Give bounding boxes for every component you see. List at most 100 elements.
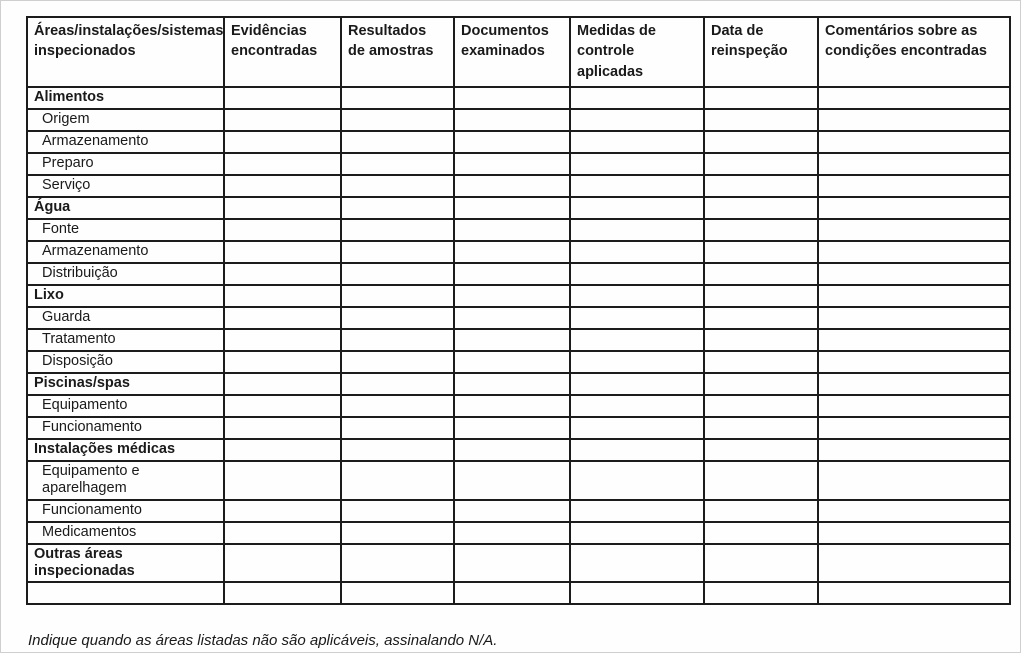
empty-form-cell xyxy=(817,327,1011,352)
column-header: Áreas/instalações/sistemas inspecionados xyxy=(26,16,225,88)
empty-form-cell xyxy=(817,261,1011,286)
item-row-label: Funcionamento xyxy=(26,415,225,440)
empty-form-cell xyxy=(453,459,571,501)
table-row: Alimentos xyxy=(26,85,1011,110)
empty-form-cell xyxy=(340,415,455,440)
table-row: Funcionamento xyxy=(26,415,1011,440)
item-row-label: Armazenamento xyxy=(26,129,225,154)
empty-form-cell xyxy=(569,217,705,242)
empty-form-cell xyxy=(340,520,455,545)
empty-form-cell xyxy=(340,349,455,374)
empty-form-cell xyxy=(817,520,1011,545)
empty-form-cell xyxy=(223,393,342,418)
na-instruction-footnote: Indique quando as áreas listadas não são… xyxy=(28,632,498,649)
table-row xyxy=(26,581,1011,606)
empty-form-cell xyxy=(223,129,342,154)
empty-form-cell xyxy=(223,327,342,352)
empty-form-cell xyxy=(340,459,455,501)
empty-form-cell xyxy=(453,437,571,462)
empty-form-cell xyxy=(703,393,819,418)
table-header: Áreas/instalações/sistemas inspecionados… xyxy=(26,16,1011,88)
empty-form-cell xyxy=(569,195,705,220)
empty-form-cell xyxy=(569,283,705,308)
empty-form-cell xyxy=(453,129,571,154)
empty-form-cell xyxy=(569,151,705,176)
table-row: Preparo xyxy=(26,151,1011,176)
empty-form-cell xyxy=(453,371,571,396)
empty-form-cell xyxy=(569,371,705,396)
empty-form-cell xyxy=(223,107,342,132)
empty-form-cell xyxy=(817,151,1011,176)
table-row: Outras áreas inspecionadas xyxy=(26,542,1011,584)
section-row-label: Outras áreas inspecionadas xyxy=(26,542,225,584)
empty-form-cell xyxy=(703,239,819,264)
empty-form-cell xyxy=(569,239,705,264)
empty-form-cell xyxy=(223,195,342,220)
table-row: Funcionamento xyxy=(26,498,1011,523)
table-row: Medicamentos xyxy=(26,520,1011,545)
table-row: Origem xyxy=(26,107,1011,132)
table-row: Fonte xyxy=(26,217,1011,242)
empty-form-cell xyxy=(703,151,819,176)
empty-form-cell xyxy=(223,173,342,198)
section-row-label: Instalações médicas xyxy=(26,437,225,462)
column-header: Medidas de controle aplicadas xyxy=(569,16,705,88)
empty-form-cell xyxy=(817,195,1011,220)
empty-form-cell xyxy=(340,283,455,308)
empty-form-cell xyxy=(817,415,1011,440)
item-row-label: Preparo xyxy=(26,151,225,176)
empty-form-cell xyxy=(703,85,819,110)
column-header: Resultados de amostras xyxy=(340,16,455,88)
empty-form-cell xyxy=(223,437,342,462)
empty-form-cell xyxy=(817,305,1011,330)
table-row: Equipamento e aparelhagem xyxy=(26,459,1011,501)
item-row-label: Funcionamento xyxy=(26,498,225,523)
empty-form-cell xyxy=(569,349,705,374)
empty-form-cell xyxy=(569,327,705,352)
empty-form-cell xyxy=(703,520,819,545)
empty-form-cell xyxy=(453,498,571,523)
empty-form-cell xyxy=(817,349,1011,374)
empty-form-cell xyxy=(569,498,705,523)
item-row-label: Origem xyxy=(26,107,225,132)
empty-form-cell xyxy=(703,459,819,501)
empty-form-cell xyxy=(703,107,819,132)
empty-form-cell xyxy=(340,498,455,523)
empty-form-cell xyxy=(223,261,342,286)
empty-form-cell xyxy=(703,581,819,606)
item-row-label: Tratamento xyxy=(26,327,225,352)
item-row-label: Equipamento e aparelhagem xyxy=(26,459,225,501)
item-row-label xyxy=(26,581,225,606)
empty-form-cell xyxy=(223,371,342,396)
empty-form-cell xyxy=(569,415,705,440)
empty-form-cell xyxy=(223,498,342,523)
item-row-label: Guarda xyxy=(26,305,225,330)
empty-form-cell xyxy=(340,239,455,264)
empty-form-cell xyxy=(453,173,571,198)
empty-form-cell xyxy=(340,217,455,242)
empty-form-cell xyxy=(703,349,819,374)
empty-form-cell xyxy=(453,349,571,374)
empty-form-cell xyxy=(453,283,571,308)
empty-form-cell xyxy=(817,85,1011,110)
empty-form-cell xyxy=(223,349,342,374)
empty-form-cell xyxy=(340,261,455,286)
empty-form-cell xyxy=(340,581,455,606)
table-row: Armazenamento xyxy=(26,129,1011,154)
section-row-label: Água xyxy=(26,195,225,220)
empty-form-cell xyxy=(453,239,571,264)
table-row: Equipamento xyxy=(26,393,1011,418)
table-row: Lixo xyxy=(26,283,1011,308)
empty-form-cell xyxy=(223,581,342,606)
empty-form-cell xyxy=(817,459,1011,501)
empty-form-cell xyxy=(703,195,819,220)
empty-form-cell xyxy=(569,520,705,545)
empty-form-cell xyxy=(453,107,571,132)
table-row: Armazenamento xyxy=(26,239,1011,264)
empty-form-cell xyxy=(223,151,342,176)
table-row: Instalações médicas xyxy=(26,437,1011,462)
empty-form-cell xyxy=(453,85,571,110)
table-row: Guarda xyxy=(26,305,1011,330)
item-row-label: Distribuição xyxy=(26,261,225,286)
